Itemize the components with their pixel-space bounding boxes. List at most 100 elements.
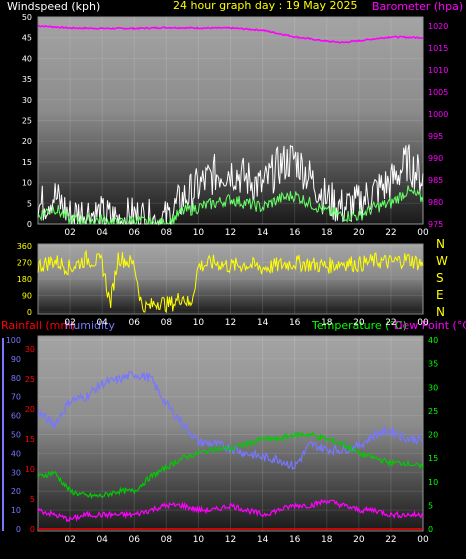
y-tick-label: 15 [22,158,32,167]
rain-tick-label: 0 [30,525,35,534]
y-tick-label: 20 [22,137,32,146]
compass-letter: N [436,305,445,319]
humidity-tick-label: 70 [11,393,21,402]
y-right-tick-label: 1005 [428,88,448,97]
x-tick-label: 08 [161,535,173,545]
rain-tick-label: 25 [25,375,35,384]
x-tick-label: 12 [225,318,236,328]
y-tick-label: 0 [27,220,32,229]
gust-line [37,144,424,226]
x-tick-label: 08 [161,318,173,328]
temp-tick-label: 10 [428,478,438,487]
x-tick-label: 00 [417,318,429,328]
direction-series [37,249,424,314]
wind-series [37,24,424,226]
x-tick-label: 10 [193,535,205,545]
rain-tick-label: 15 [25,435,35,444]
y-right-tick-label: 980 [428,198,443,207]
x-tick-label: 08 [161,228,173,238]
humidity-tick-label: 80 [11,374,21,383]
x-tick-label: 18 [321,318,333,328]
x-tick-label: 14 [257,318,269,328]
temperature-line [37,430,424,500]
compass-letter: N [436,237,445,251]
x-tick-label: 20 [353,535,365,545]
humidity-line [37,370,424,470]
y-tick-label: 40 [22,54,32,63]
humidity-tick-label: 90 [11,355,21,364]
compass-letter: W [436,254,448,268]
x-tick-label: 06 [129,228,141,238]
x-tick-label: 02 [64,535,75,545]
rainfall-axis-label: Rainfall (mm) [1,319,75,332]
x-tick-label: 18 [321,535,333,545]
x-tick-label: 16 [289,228,301,238]
x-tick-label: 10 [193,318,205,328]
temp-tick-label: 40 [428,336,438,345]
x-tick-label: 12 [225,535,236,545]
x-tick-label: 04 [96,228,108,238]
rain-tick-label: 5 [30,495,35,504]
x-tick-label: 22 [385,535,396,545]
humidity-tick-label: 20 [11,487,21,496]
y-tick-label: 35 [22,75,32,84]
dewpoint-axis-label: Dew Point (°C) [394,319,466,332]
rain-tick-label: 10 [25,465,35,474]
x-tick-label: 22 [385,228,396,238]
x-tick-label: 18 [321,228,333,238]
y-right-tick-label: 1020 [428,22,448,31]
y-right-tick-label: 1000 [428,110,448,119]
humidity-tick-label: 30 [11,468,21,477]
barometer-axis-label: Barometer (hpa) [372,0,463,13]
temp-grid [2,336,424,531]
x-tick-label: 02 [64,228,75,238]
y-tick-label: 30 [22,96,32,105]
temp-tick-label: 5 [428,501,433,510]
dewpoint-line [37,498,424,523]
x-tick-label: 02 [64,318,75,328]
x-tick-label: 04 [96,318,108,328]
y-right-tick-label: 985 [428,176,443,185]
x-tick-label: 06 [129,535,141,545]
compass-letter: S [436,271,444,285]
x-tick-label: 16 [289,535,301,545]
y-tick-label: 10 [22,179,32,188]
x-tick-label: 00 [417,228,429,238]
humidity-tick-label: 40 [11,449,21,458]
temp-tick-label: 25 [428,407,438,416]
compass-letter: E [436,288,444,302]
y-tick-label: 50 [22,13,32,22]
temp-tick-label: 15 [428,454,438,463]
windspeed-line [37,185,424,226]
humidity-axis-label: Humidity [65,319,115,332]
temp-series [37,370,424,530]
wind-direction-line [37,249,424,314]
temp-tick-label: 35 [428,360,438,369]
temperature-axis-label: Temperature (°C) [311,319,407,332]
y-tick-label: 90 [22,292,32,301]
humidity-tick-label: 50 [11,431,21,440]
rain-tick-label: 30 [25,345,35,354]
y-tick-label: 0 [27,308,32,317]
y-tick-label: 5 [27,199,32,208]
x-tick-label: 14 [257,535,269,545]
y-right-tick-label: 1015 [428,44,448,53]
direction-grid [38,244,424,314]
x-tick-label: 20 [353,318,365,328]
temp-tick-label: 0 [428,525,433,534]
chart-title: 24 hour graph day : 19 May 2025 [173,0,358,12]
x-tick-label: 06 [129,318,141,328]
barometer-line [38,24,424,44]
y-right-tick-label: 995 [428,132,443,141]
y-tick-label: 270 [17,259,32,268]
x-tick-label: 10 [193,228,205,238]
humidity-tick-label: 10 [11,506,21,515]
windspeed-axis-label: Windspeed (kph) [7,0,100,13]
temp-tick-label: 30 [428,383,438,392]
y-tick-label: 45 [22,34,32,43]
y-right-tick-label: 1010 [428,66,448,75]
x-tick-label: 12 [225,228,236,238]
